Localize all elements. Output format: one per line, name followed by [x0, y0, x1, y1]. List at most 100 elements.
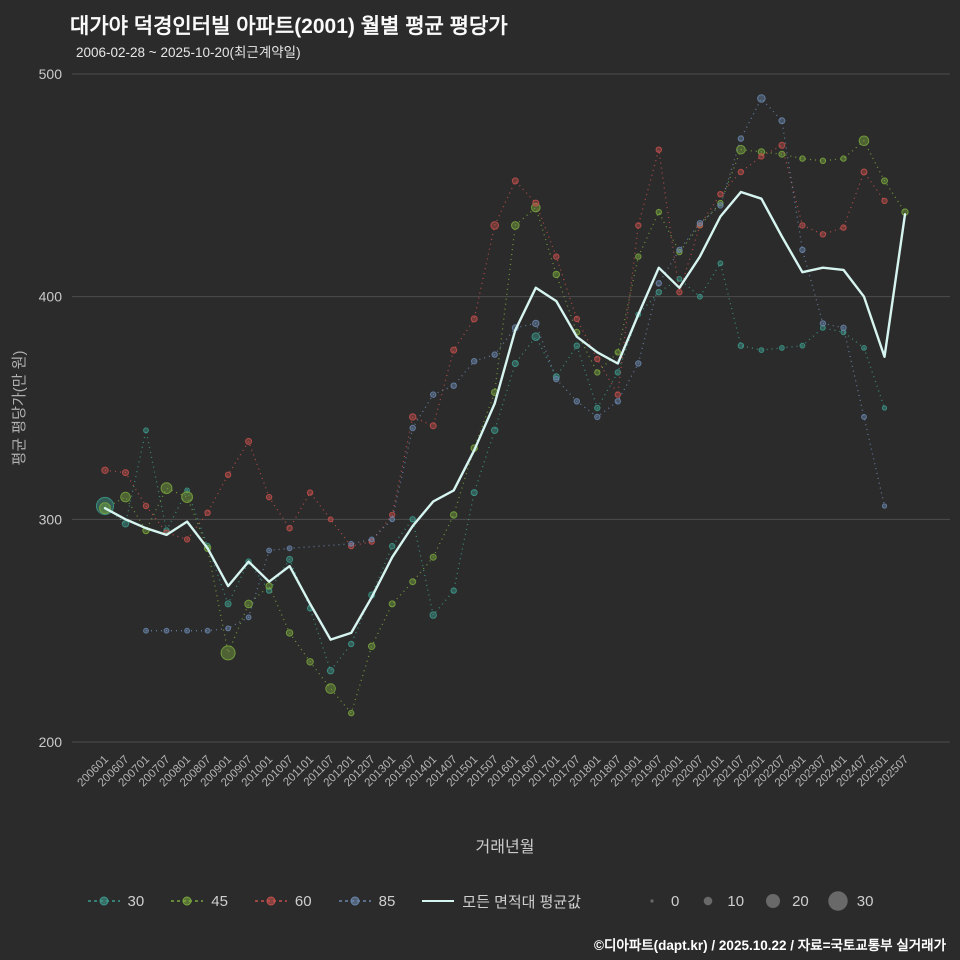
data-point [840, 329, 847, 336]
legend-item-60[interactable]: 60 [254, 893, 312, 910]
size-dot-icon [828, 891, 848, 911]
data-point [409, 424, 416, 432]
legend-marker-icon [254, 896, 287, 906]
data-point [409, 413, 417, 421]
data-point [717, 191, 724, 198]
data-point [840, 324, 847, 331]
data-point [799, 155, 806, 162]
legend-label: 45 [211, 892, 228, 910]
data-point [676, 276, 683, 282]
data-point [594, 355, 601, 363]
data-point [429, 422, 437, 430]
size-dot-icon [766, 894, 781, 908]
legend-marker-icon [171, 896, 204, 906]
data-point [799, 342, 806, 349]
data-point [348, 640, 355, 648]
data-point [532, 199, 540, 207]
data-point [368, 642, 376, 650]
data-point [429, 553, 437, 561]
data-point [286, 525, 293, 532]
data-point [696, 220, 704, 227]
legend-marker-icon [422, 900, 455, 902]
data-point [881, 503, 888, 509]
data-point [122, 469, 129, 477]
data-point [348, 709, 355, 717]
data-point [737, 135, 745, 142]
data-point [819, 157, 827, 165]
data-point [655, 208, 662, 216]
data-point [409, 578, 417, 586]
size-legend-label: 20 [792, 892, 809, 910]
data-point [143, 627, 149, 634]
size-legend-label: 10 [727, 892, 745, 910]
legend-marker-icon [87, 896, 120, 906]
data-point [181, 491, 194, 504]
series-legend: 30 45 60 85 모든 면적대 평균값 [87, 891, 581, 912]
legend-item-30[interactable]: 30 [87, 893, 144, 910]
data-point [757, 148, 766, 156]
data-point [614, 398, 621, 405]
legend-item-85[interactable]: 85 [338, 893, 395, 910]
y-tick-label: 400 [39, 289, 63, 305]
data-point [531, 332, 541, 342]
data-point [676, 289, 683, 296]
y-tick-label: 300 [39, 511, 63, 527]
data-point [881, 405, 888, 411]
data-point [265, 582, 273, 590]
data-point [573, 315, 580, 323]
data-point [655, 146, 662, 153]
data-point [778, 117, 786, 125]
data-point [614, 349, 621, 356]
data-point [573, 398, 580, 405]
y-tick-label: 200 [39, 734, 63, 750]
data-point [430, 391, 437, 398]
data-point [860, 168, 868, 176]
data-point [266, 547, 273, 554]
data-point [450, 346, 458, 354]
legend-item-모든 면적대 평균값[interactable]: 모든 면적대 평균값 [421, 891, 581, 912]
data-point [757, 94, 766, 103]
data-point [594, 413, 601, 421]
data-point [819, 231, 827, 238]
size-dot-icon [704, 896, 713, 906]
data-point [204, 509, 211, 516]
legend-label: 60 [294, 892, 312, 910]
data-point [306, 658, 314, 666]
data-point [224, 471, 232, 478]
data-point [635, 222, 642, 229]
y-axis-title: 평균 평당가(만 원) [11, 351, 28, 466]
data-point [450, 587, 457, 594]
data-point [265, 493, 273, 501]
data-point [799, 246, 806, 254]
data-point [635, 253, 642, 260]
data-point [779, 345, 785, 351]
data-point [736, 144, 746, 155]
data-point [491, 426, 499, 434]
data-point [409, 516, 416, 523]
data-point [635, 360, 642, 367]
page-title: 대가야 덕경인터빌 아파트(2001) 월별 평균 평당가 [70, 15, 508, 38]
series-connector-line [146, 97, 886, 632]
size-legend: 0 10 20 30 [641, 890, 873, 912]
data-point [758, 347, 765, 354]
data-point [511, 360, 519, 367]
data-point [306, 489, 314, 496]
series-connector-line [104, 139, 906, 715]
y-tick-label: 500 [39, 66, 63, 82]
data-point [325, 683, 336, 694]
size-dot-icon [650, 899, 654, 903]
average-line [103, 190, 907, 641]
data-point [470, 315, 478, 323]
data-point [368, 536, 375, 543]
data-point [511, 177, 519, 185]
data-point [676, 246, 683, 254]
legend: 30 45 60 85 모든 면적대 평균값 0 10 20 30 [0, 890, 960, 912]
data-point [573, 342, 580, 349]
data-point [861, 414, 867, 420]
x-axis-title: 거래년월 [476, 838, 535, 856]
data-point [184, 627, 191, 634]
legend-item-45[interactable]: 45 [170, 893, 228, 910]
data-point [881, 197, 888, 205]
data-point [490, 221, 500, 230]
